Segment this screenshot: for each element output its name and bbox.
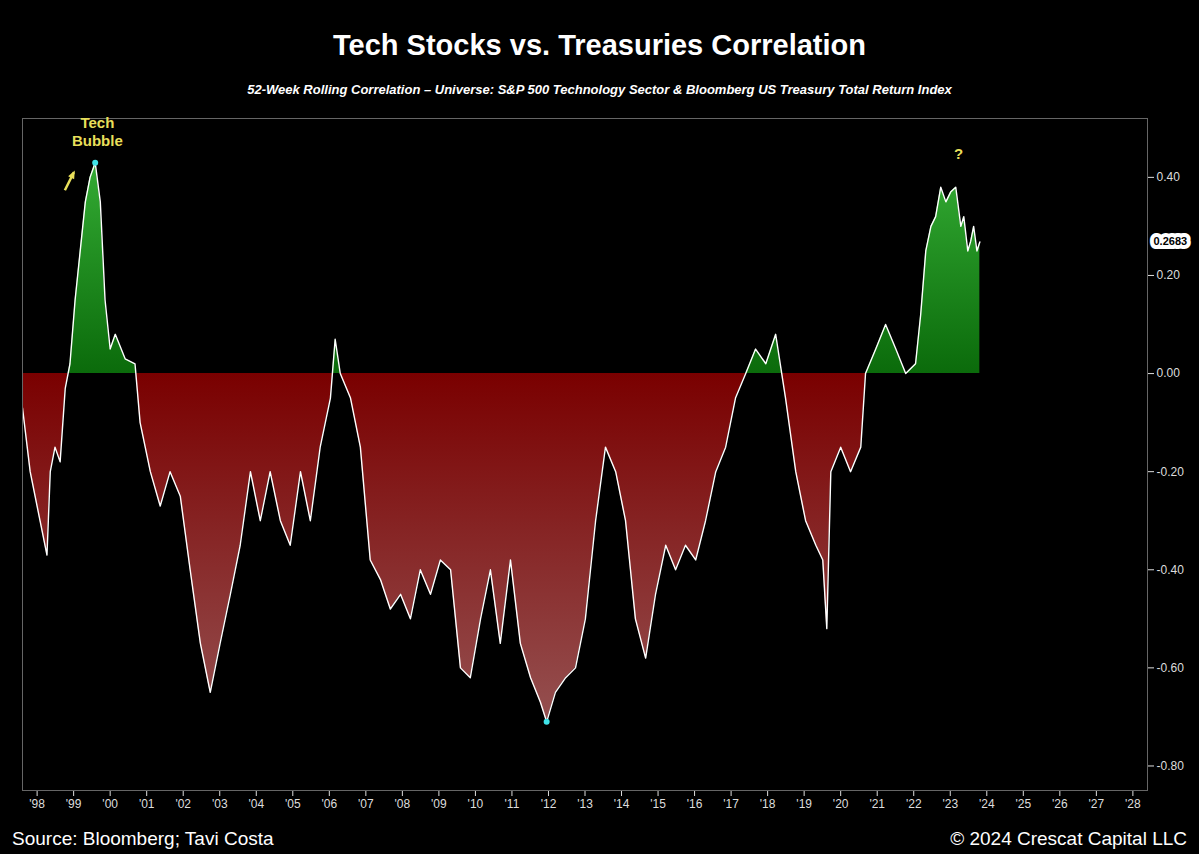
svg-text:'01: '01 xyxy=(139,797,155,811)
svg-text:0.40: 0.40 xyxy=(1157,170,1181,184)
svg-text:'18: '18 xyxy=(760,797,776,811)
svg-text:'22: '22 xyxy=(906,797,922,811)
svg-text:'14: '14 xyxy=(614,797,630,811)
svg-text:'05: '05 xyxy=(285,797,301,811)
html-text:Source: Bloomberg; Tavi Costa: Source: Bloomberg; Tavi Costa xyxy=(12,828,274,849)
svg-text:'11: '11 xyxy=(505,797,520,811)
svg-text:-0.60: -0.60 xyxy=(1157,661,1185,675)
svg-text:'24: '24 xyxy=(979,797,995,811)
html-text:Tech Stocks vs. Treasuries Cor: Tech Stocks vs. Treasuries Correlation xyxy=(333,29,866,61)
svg-text:'09: '09 xyxy=(431,797,447,811)
svg-text:'17: '17 xyxy=(723,797,739,811)
svg-text:'10: '10 xyxy=(468,797,484,811)
svg-text:'15: '15 xyxy=(650,797,666,811)
svg-text:'08: '08 xyxy=(395,797,411,811)
svg-text:-0.40: -0.40 xyxy=(1157,563,1185,577)
svg-text:?: ? xyxy=(954,145,963,162)
svg-text:'98: '98 xyxy=(29,797,45,811)
html-text:© 2024 Crescat Capital LLC: © 2024 Crescat Capital LLC xyxy=(950,828,1187,849)
svg-text:0.2683: 0.2683 xyxy=(1154,235,1188,247)
svg-text:'13: '13 xyxy=(577,797,593,811)
svg-text:'12: '12 xyxy=(541,797,557,811)
svg-text:'23: '23 xyxy=(942,797,958,811)
svg-text:'02: '02 xyxy=(175,797,191,811)
svg-text:'28: '28 xyxy=(1125,797,1141,811)
svg-text:'07: '07 xyxy=(358,797,374,811)
svg-text:TechBubble: TechBubble xyxy=(72,114,123,149)
svg-text:-0.80: -0.80 xyxy=(1157,759,1185,773)
svg-text:-0.20: -0.20 xyxy=(1157,465,1185,479)
svg-text:'27: '27 xyxy=(1089,797,1105,811)
svg-text:'99: '99 xyxy=(66,797,82,811)
svg-text:'06: '06 xyxy=(321,797,337,811)
html-text:52-Week Rolling Correlation –: 52-Week Rolling Correlation – Universe: … xyxy=(247,82,952,97)
svg-text:'04: '04 xyxy=(248,797,264,811)
svg-text:'20: '20 xyxy=(833,797,849,811)
svg-text:0.20: 0.20 xyxy=(1157,268,1181,282)
svg-text:'00: '00 xyxy=(102,797,118,811)
svg-text:'16: '16 xyxy=(687,797,703,811)
svg-text:'03: '03 xyxy=(212,797,228,811)
svg-text:'25: '25 xyxy=(1015,797,1031,811)
svg-text:'26: '26 xyxy=(1052,797,1068,811)
svg-text:'19: '19 xyxy=(796,797,812,811)
svg-text:0.00: 0.00 xyxy=(1157,366,1181,380)
svg-text:'21: '21 xyxy=(869,797,885,811)
